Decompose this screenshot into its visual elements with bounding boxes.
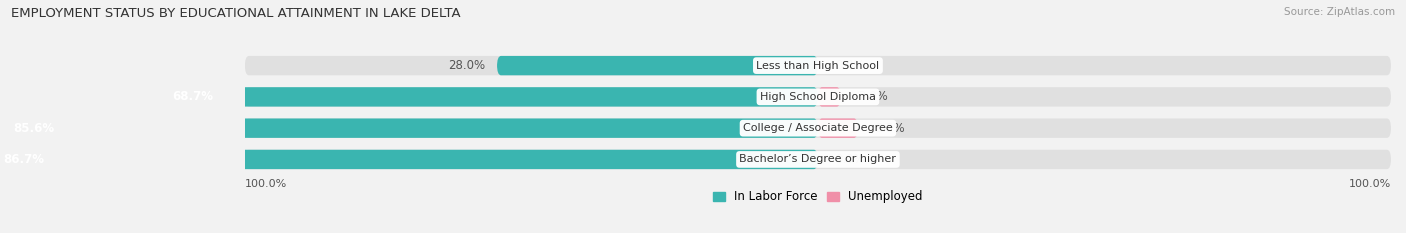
Text: College / Associate Degree: College / Associate Degree bbox=[742, 123, 893, 133]
Text: 100.0%: 100.0% bbox=[1348, 179, 1391, 189]
Text: 68.7%: 68.7% bbox=[173, 90, 214, 103]
Text: Less than High School: Less than High School bbox=[756, 61, 880, 71]
Text: High School Diploma: High School Diploma bbox=[759, 92, 876, 102]
FancyBboxPatch shape bbox=[818, 87, 841, 106]
Text: 3.5%: 3.5% bbox=[875, 122, 905, 135]
Text: 85.6%: 85.6% bbox=[14, 122, 55, 135]
Text: 0.0%: 0.0% bbox=[835, 59, 865, 72]
Text: 86.7%: 86.7% bbox=[3, 153, 44, 166]
Text: 28.0%: 28.0% bbox=[449, 59, 485, 72]
Legend: In Labor Force, Unemployed: In Labor Force, Unemployed bbox=[713, 190, 922, 203]
Text: 0.0%: 0.0% bbox=[835, 153, 865, 166]
FancyBboxPatch shape bbox=[818, 118, 858, 138]
FancyBboxPatch shape bbox=[496, 56, 818, 75]
FancyBboxPatch shape bbox=[245, 150, 1391, 169]
FancyBboxPatch shape bbox=[245, 118, 1391, 138]
Text: EMPLOYMENT STATUS BY EDUCATIONAL ATTAINMENT IN LAKE DELTA: EMPLOYMENT STATUS BY EDUCATIONAL ATTAINM… bbox=[11, 7, 461, 20]
FancyBboxPatch shape bbox=[0, 118, 818, 138]
Text: 2.0%: 2.0% bbox=[858, 90, 887, 103]
FancyBboxPatch shape bbox=[245, 56, 1391, 75]
Text: Bachelor’s Degree or higher: Bachelor’s Degree or higher bbox=[740, 154, 897, 164]
FancyBboxPatch shape bbox=[245, 87, 1391, 106]
FancyBboxPatch shape bbox=[31, 87, 818, 106]
Text: Source: ZipAtlas.com: Source: ZipAtlas.com bbox=[1284, 7, 1395, 17]
Text: 100.0%: 100.0% bbox=[245, 179, 287, 189]
FancyBboxPatch shape bbox=[0, 150, 818, 169]
